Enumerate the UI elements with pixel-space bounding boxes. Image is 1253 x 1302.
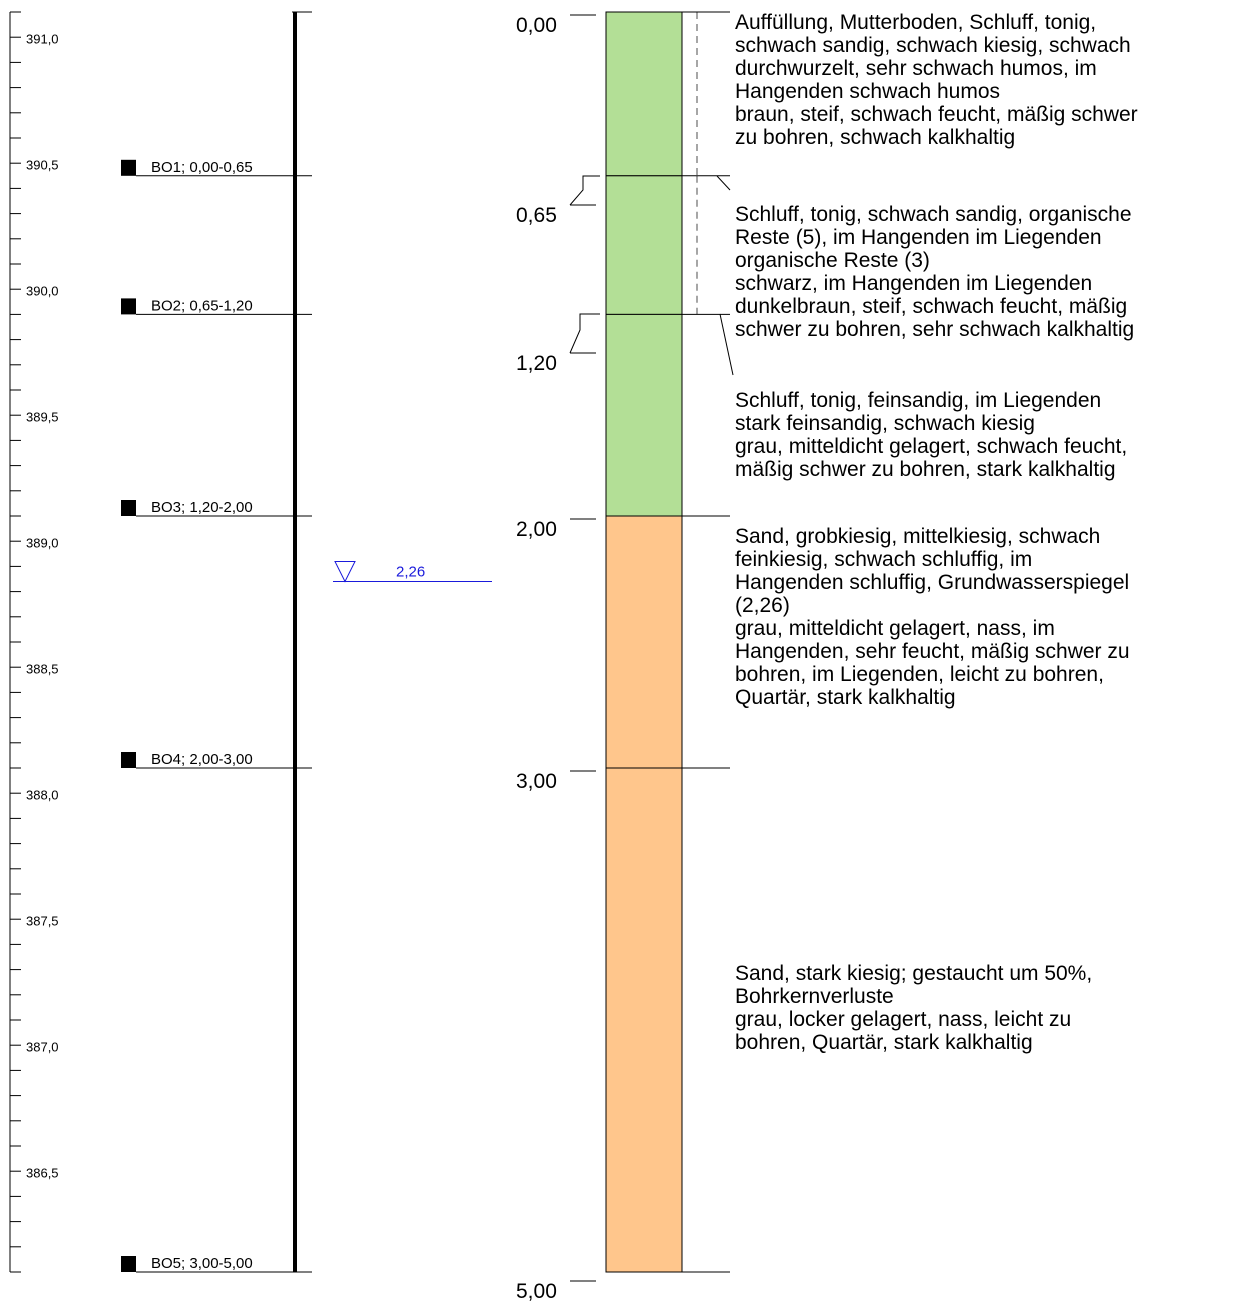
layer-description-line: bohren, im Liegenden, leicht zu bohren, (735, 663, 1104, 686)
elevation-label: 389,5 (26, 409, 59, 424)
layer-description-line: schwach sandig, schwach kiesig, schwach (735, 34, 1131, 57)
soil-layer-pattern (607, 176, 681, 314)
soil-column (605, 11, 683, 1273)
elevation-label: 387,5 (26, 913, 59, 928)
layer-description-line: stark feinsandig, schwach kiesig (735, 412, 1035, 435)
side-symbol-band (688, 316, 708, 514)
sample-marker-icon (121, 1256, 136, 1272)
depth-label: 2,00 (516, 518, 557, 541)
layer-description-line: dunkelbraun, steif, schwach feucht, mäßi… (735, 295, 1127, 318)
layer-description-line: Schluff, tonig, feinsandig, im Liegenden (735, 389, 1101, 412)
layer-description-line: bohren, Quartär, stark kalkhaltig (735, 1031, 1033, 1054)
depth-labels: 0,00 0,65 1,20 2,00 3,00 5,00 (516, 14, 600, 1302)
layer-description-line: Sand, grobkiesig, mittelkiesig, schwach (735, 525, 1100, 548)
layer-description-line: schwer zu bohren, sehr schwach kalkhalti… (735, 318, 1134, 341)
depth-label: 1,20 (516, 352, 557, 375)
elevation-label: 391,0 (26, 31, 59, 46)
layer-description-line: mäßig schwer zu bohren, stark kalkhaltig (735, 458, 1116, 481)
elevation-label: 387,0 (26, 1039, 59, 1054)
depth-label: 0,65 (516, 204, 557, 227)
layer-description-line: durchwurzelt, sehr schwach humos, im (735, 57, 1097, 80)
sample-marker-icon (121, 159, 136, 176)
layer-description-line: Bohrkernverluste (735, 985, 894, 1008)
depth-label: 3,00 (516, 770, 557, 793)
groundwater-marker: 2,26 (333, 561, 492, 583)
elevation-label: 388,0 (26, 787, 59, 802)
groundwater-level-label: 2,26 (396, 564, 425, 581)
layer-description-line: Hangenden schluffig, Grundwasserspiegel (735, 571, 1129, 594)
soil-layer-pattern (607, 315, 681, 515)
layer-description-line: Reste (5), im Hangenden im Liegenden (735, 226, 1102, 249)
soil-side-symbols (682, 11, 734, 1273)
soil-layer-pattern (607, 517, 681, 767)
layer-descriptions: Auffüllung, Mutterboden, Schluff, tonig,… (735, 11, 1138, 1054)
layer-description-line: Quartär, stark kalkhaltig (735, 686, 956, 709)
layer-description-line: Hangenden schwach humos (735, 80, 1000, 103)
layer-description-line: (2,26) (735, 594, 790, 617)
sample-marker-icon (121, 752, 136, 768)
sample-label: BO5; 3,00-5,00 (151, 1255, 253, 1272)
depth-connector (569, 313, 600, 354)
soil-layer-pattern (607, 769, 681, 1271)
depth-connector (569, 175, 600, 206)
description-connector (719, 313, 734, 376)
layer-description-line: Hangenden, sehr feucht, mäßig schwer zu (735, 640, 1130, 663)
layer-description-line: grau, mitteldicht gelagert, nass, im (735, 617, 1055, 640)
sample-marker-icon (121, 500, 136, 516)
depth-label: 5,00 (516, 1280, 557, 1302)
description-connector (716, 175, 731, 191)
layer-description-line: Auffüllung, Mutterboden, Schluff, tonig, (735, 11, 1096, 34)
side-symbol-band (688, 770, 722, 1270)
layer-description-line: Sand, stark kiesig; gestaucht um 50%, (735, 962, 1092, 985)
layer-description-line: grau, locker gelagert, nass, leicht zu (735, 1008, 1071, 1031)
elevation-label: 388,5 (26, 661, 59, 676)
layer-description-line: braun, steif, schwach feucht, mäßig schw… (735, 103, 1138, 126)
layer-description-line: feinkiesig, schwach schluffig, im (735, 548, 1032, 571)
layer-description-line: schwarz, im Hangenden im Liegenden (735, 272, 1092, 295)
depth-label: 0,00 (516, 14, 557, 37)
layer-description-line: Schluff, tonig, schwach sandig, organisc… (735, 203, 1132, 226)
sample-label: BO3; 1,20-2,00 (151, 499, 253, 516)
elevation-label: 390,5 (26, 157, 59, 172)
layer-description-line: grau, mitteldicht gelagert, schwach feuc… (735, 435, 1127, 458)
elevation-label: 389,0 (26, 535, 59, 550)
sample-marker-icon (121, 298, 136, 315)
sample-label: BO4; 2,00-3,00 (151, 751, 253, 768)
layer-description-line: zu bohren, schwach kalkhaltig (735, 126, 1015, 149)
side-symbol-band (688, 518, 722, 766)
groundwater-triangle-icon (334, 561, 356, 583)
sample-markers: BO1; 0,00-0,65 BO2; 0,65-1,20 BO3; 1,20-2,… (121, 159, 312, 1273)
elevation-label: 386,5 (26, 1165, 59, 1180)
elevation-label: 390,0 (26, 283, 59, 298)
layer-description-line: organische Reste (3) (735, 249, 930, 272)
elevation-scale: 391,0 390,5 390,0 389,5 389,0 388,5 388,0 387,5… (9, 11, 59, 1273)
sample-label: BO1; 0,00-0,65 (151, 159, 253, 176)
sample-label: BO2; 0,65-1,20 (151, 297, 253, 314)
soil-layer-pattern (607, 13, 681, 175)
